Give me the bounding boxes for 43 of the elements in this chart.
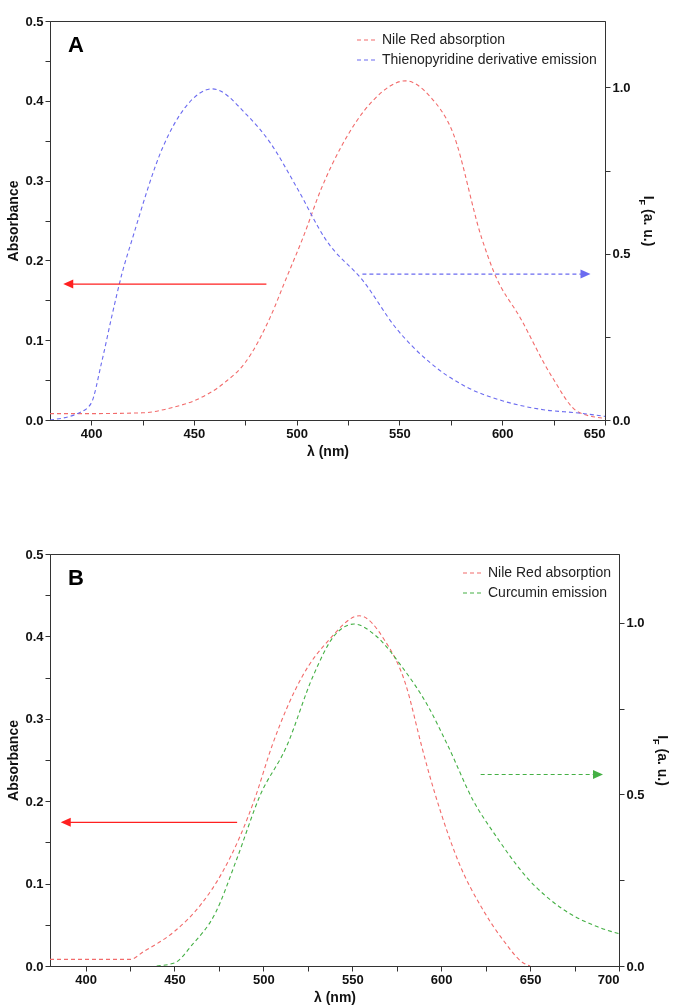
x-tick-label: 650 bbox=[519, 971, 542, 987]
legend-label: Thienopyridine derivative emission bbox=[382, 51, 597, 67]
text: A bbox=[68, 32, 84, 57]
legend-label: Curcumin emission bbox=[488, 584, 608, 600]
x-tick-label: 400 bbox=[80, 425, 103, 441]
line-series bbox=[156, 623, 619, 966]
y2-tick-label: 0.5 bbox=[626, 786, 645, 802]
legend-label: Nile Red absorption bbox=[488, 564, 611, 580]
y2-tick-label: 0.0 bbox=[626, 958, 645, 974]
y-tick-label: 0.1 bbox=[25, 876, 44, 892]
y-tick-label: 0.2 bbox=[25, 252, 44, 268]
x-tick-label: 700 bbox=[597, 971, 620, 987]
y2-tick-label: 0.0 bbox=[612, 412, 631, 428]
y-axis-title: Absorbance bbox=[5, 719, 22, 801]
y-tick-label: 0.2 bbox=[25, 793, 44, 809]
text: B bbox=[68, 565, 84, 590]
x-tick-label: 600 bbox=[430, 971, 453, 987]
y-tick-label: 0.5 bbox=[25, 546, 44, 562]
y-tick-label: 0.3 bbox=[25, 173, 44, 189]
y2-tick-label: 1.0 bbox=[626, 615, 645, 631]
y2-tick-label: 1.0 bbox=[612, 80, 631, 95]
y2-tick-label: 0.5 bbox=[612, 246, 631, 262]
x-tick-label: 500 bbox=[286, 425, 309, 441]
x-tick-label: 600 bbox=[491, 425, 514, 441]
y-tick-label: 0.0 bbox=[25, 412, 44, 428]
y-tick-label: 0.4 bbox=[25, 93, 45, 109]
line-series bbox=[50, 615, 531, 966]
x-tick-label: 550 bbox=[341, 971, 364, 987]
x-axis-title: λ (nm) bbox=[307, 442, 349, 459]
x-tick-label: 400 bbox=[75, 971, 97, 987]
y-tick-label: 0.5 bbox=[25, 13, 44, 29]
x-tick-label: 650 bbox=[583, 425, 606, 441]
x-tick-label: 550 bbox=[389, 425, 411, 441]
legend-label: Nile Red absorption bbox=[382, 31, 505, 47]
y-tick-label: 0.0 bbox=[25, 958, 44, 974]
y-axis-title: Absorbance bbox=[5, 180, 22, 262]
x-tick-label: 500 bbox=[253, 971, 275, 987]
x-tick-label: 450 bbox=[183, 425, 206, 441]
y-tick-label: 0.4 bbox=[25, 628, 45, 644]
x-tick-label: 450 bbox=[164, 971, 186, 987]
x-axis-title: λ (nm) bbox=[314, 988, 356, 1005]
y-tick-label: 0.1 bbox=[25, 332, 44, 348]
y-tick-label: 0.3 bbox=[25, 711, 44, 727]
